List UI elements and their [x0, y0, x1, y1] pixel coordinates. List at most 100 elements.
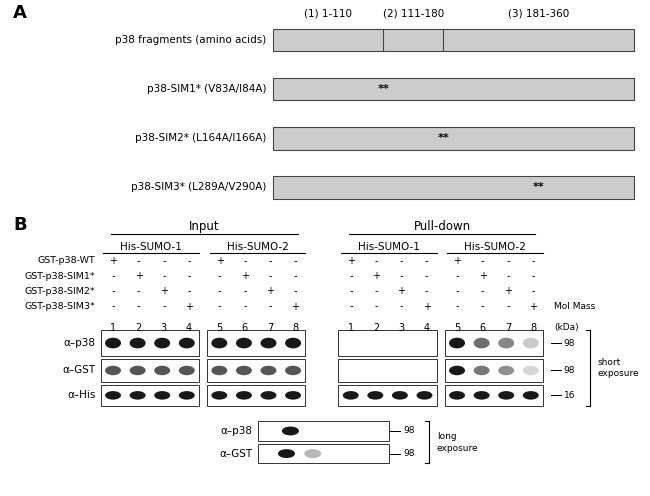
- Ellipse shape: [282, 427, 299, 435]
- Ellipse shape: [179, 366, 195, 375]
- Text: -: -: [506, 271, 510, 281]
- Ellipse shape: [105, 391, 121, 400]
- Bar: [273, 127, 634, 150]
- Ellipse shape: [285, 338, 301, 348]
- Text: -: -: [425, 271, 428, 281]
- Text: α–p38: α–p38: [220, 426, 252, 436]
- Ellipse shape: [211, 366, 227, 375]
- Text: +: +: [185, 302, 193, 311]
- Text: -: -: [268, 302, 272, 311]
- Ellipse shape: [129, 391, 146, 400]
- Ellipse shape: [105, 366, 121, 375]
- Ellipse shape: [179, 338, 195, 348]
- Text: 6: 6: [242, 323, 248, 333]
- Text: GST-p38-SIM3*: GST-p38-SIM3*: [25, 302, 96, 311]
- Text: -: -: [162, 302, 166, 311]
- Text: **: **: [437, 133, 449, 143]
- Text: His-SUMO-1: His-SUMO-1: [120, 242, 182, 251]
- Ellipse shape: [449, 366, 465, 375]
- Text: +: +: [347, 256, 355, 266]
- Text: +: +: [291, 302, 300, 311]
- Text: -: -: [481, 286, 484, 296]
- Text: α–GST: α–GST: [219, 448, 252, 459]
- Text: -: -: [425, 256, 428, 266]
- Text: -: -: [268, 271, 272, 281]
- Text: -: -: [137, 256, 140, 266]
- Bar: [101, 359, 199, 382]
- Text: -: -: [506, 302, 510, 311]
- Text: -: -: [137, 302, 140, 311]
- Text: -: -: [456, 286, 459, 296]
- Text: -: -: [456, 302, 459, 311]
- Text: -: -: [400, 302, 403, 311]
- Ellipse shape: [523, 366, 539, 375]
- Text: His-SUMO-1: His-SUMO-1: [358, 242, 420, 251]
- Text: -: -: [506, 256, 510, 266]
- Text: long
exposure: long exposure: [437, 432, 478, 453]
- Text: -: -: [112, 271, 115, 281]
- Bar: [445, 330, 543, 356]
- Text: -: -: [112, 286, 115, 296]
- Text: -: -: [218, 302, 222, 311]
- Text: **: **: [532, 183, 544, 192]
- Bar: [273, 78, 634, 100]
- Text: 3: 3: [398, 323, 404, 333]
- Bar: [101, 330, 199, 356]
- Text: 2: 2: [135, 323, 142, 333]
- Text: 5: 5: [454, 323, 460, 333]
- Text: 4: 4: [186, 323, 192, 333]
- Text: Mol Mass: Mol Mass: [554, 302, 595, 311]
- Text: -: -: [400, 256, 403, 266]
- Text: -: -: [112, 302, 115, 311]
- Ellipse shape: [154, 391, 170, 400]
- Text: 6: 6: [480, 323, 486, 333]
- Text: -: -: [137, 286, 140, 296]
- Text: +: +: [529, 302, 537, 311]
- Text: B: B: [13, 216, 27, 234]
- Text: α–His: α–His: [67, 390, 96, 400]
- Text: p38-SIM1* (V83A/I84A): p38-SIM1* (V83A/I84A): [147, 84, 266, 94]
- Text: 98: 98: [403, 427, 415, 435]
- Ellipse shape: [261, 338, 276, 348]
- Text: 8: 8: [292, 323, 298, 333]
- Text: His-SUMO-2: His-SUMO-2: [227, 242, 289, 251]
- Text: 4: 4: [424, 323, 430, 333]
- Ellipse shape: [154, 338, 170, 348]
- Text: -: -: [425, 286, 428, 296]
- Text: p38 fragments (amino acids): p38 fragments (amino acids): [115, 35, 266, 45]
- Text: -: -: [218, 271, 222, 281]
- Ellipse shape: [285, 391, 301, 400]
- Text: Pull-down: Pull-down: [413, 220, 471, 233]
- Text: -: -: [456, 271, 459, 281]
- Text: Input: Input: [189, 220, 220, 233]
- Text: p38-SIM3* (L289A/V290A): p38-SIM3* (L289A/V290A): [131, 183, 266, 192]
- Text: α–GST: α–GST: [62, 366, 96, 375]
- Text: -: -: [187, 256, 191, 266]
- Ellipse shape: [129, 338, 146, 348]
- Text: 1: 1: [348, 323, 354, 333]
- Text: +: +: [216, 256, 224, 266]
- Ellipse shape: [474, 338, 489, 348]
- Text: (3) 181-360: (3) 181-360: [508, 9, 569, 19]
- Ellipse shape: [474, 366, 489, 375]
- Bar: [445, 359, 543, 382]
- Text: A: A: [13, 4, 27, 22]
- Text: 98: 98: [403, 449, 415, 458]
- Bar: [339, 359, 437, 382]
- Ellipse shape: [285, 366, 301, 375]
- Ellipse shape: [154, 366, 170, 375]
- Ellipse shape: [236, 338, 252, 348]
- Ellipse shape: [278, 449, 295, 458]
- Ellipse shape: [236, 366, 252, 375]
- Text: +: +: [422, 302, 431, 311]
- Text: 98: 98: [564, 339, 575, 348]
- Text: (kDa): (kDa): [554, 323, 579, 332]
- Ellipse shape: [261, 366, 276, 375]
- Text: -: -: [294, 256, 297, 266]
- Text: +: +: [160, 286, 168, 296]
- Ellipse shape: [392, 391, 408, 400]
- Bar: [339, 330, 437, 356]
- Text: +: +: [504, 286, 512, 296]
- Text: -: -: [400, 271, 403, 281]
- Ellipse shape: [498, 366, 514, 375]
